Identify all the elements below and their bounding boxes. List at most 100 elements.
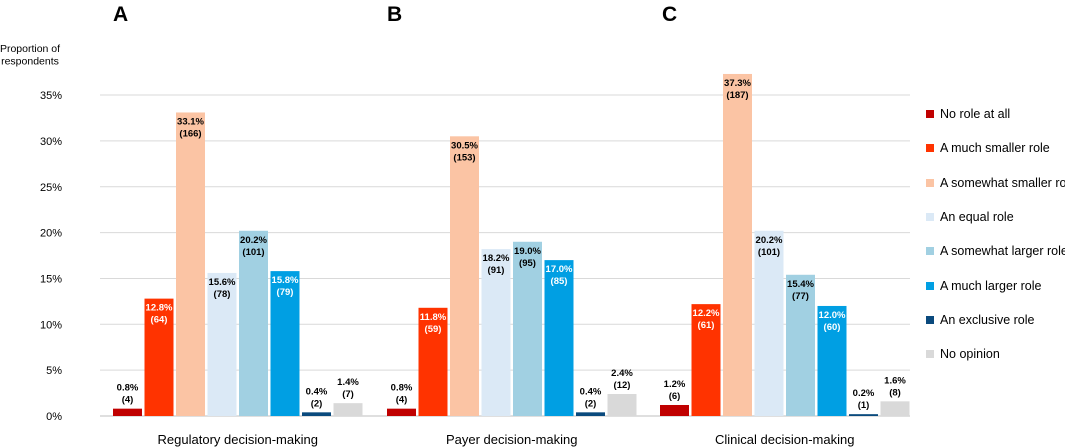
y-axis: 0% 5% 10% 15% 20% 25% 30% 35% Proportion of respo… — [0, 43, 62, 423]
bar — [754, 230, 784, 416]
data-label: 33.1% — [177, 116, 204, 127]
legend-swatch — [926, 281, 934, 290]
chart-panels: A0.8%(4)12.8%(64)33.1%(166)15.6%(78)20.2… — [113, 3, 910, 447]
data-label: 15.8% — [272, 275, 299, 286]
legend-swatch — [926, 213, 934, 222]
data-label: 0.2% — [853, 388, 875, 399]
category-label: Clinical decision-making — [715, 432, 854, 447]
data-label: 0.8% — [391, 383, 413, 394]
legend-swatch — [926, 247, 934, 256]
bar — [481, 249, 511, 416]
data-label: 0.4% — [306, 386, 328, 397]
bar — [387, 408, 416, 416]
data-label-count: (91) — [488, 265, 505, 276]
data-label-count: (78) — [214, 289, 231, 300]
bar — [817, 305, 847, 416]
data-label-count: (85) — [551, 276, 568, 287]
legend-label: No role at all — [940, 107, 1011, 122]
bar — [660, 404, 689, 416]
y-tick-label: 10% — [40, 319, 62, 331]
legend-swatch — [926, 350, 934, 359]
bar — [144, 298, 174, 416]
bar — [113, 408, 142, 416]
data-label: 18.2% — [483, 253, 510, 264]
panel-letter: A — [113, 3, 128, 26]
data-label-count: (187) — [726, 90, 748, 101]
bar — [176, 112, 205, 417]
legend-swatch — [926, 178, 934, 187]
data-label: 12.0% — [819, 310, 846, 321]
data-label: 1.6% — [884, 375, 906, 386]
data-label-count: (7) — [342, 389, 354, 400]
legend: No role at all A much smaller role A som… — [926, 97, 1065, 371]
data-label-count: (77) — [792, 291, 809, 302]
bar — [691, 304, 721, 416]
legend-swatch — [926, 315, 934, 324]
bar — [880, 401, 910, 416]
data-label-count: (1) — [858, 400, 870, 411]
bar — [450, 136, 479, 416]
panel-c: C 1.2%(6) 12.2%(61) 37.3%(187) 20.2%(101) 15.… — [660, 3, 910, 447]
data-label: 20.2% — [240, 235, 267, 246]
bar — [418, 307, 448, 416]
bar — [270, 271, 300, 416]
bar — [333, 403, 363, 416]
bar — [607, 393, 637, 416]
bar — [302, 412, 331, 416]
data-label-count: (166) — [179, 128, 201, 139]
y-tick-label: 5% — [46, 365, 62, 377]
data-label: 30.5% — [451, 140, 478, 151]
legend-label: A somewhat larger role — [940, 244, 1065, 259]
data-label-count: (2) — [585, 398, 597, 409]
data-label-count: (101) — [758, 247, 780, 258]
legend-label: A much larger role — [940, 278, 1042, 293]
panel-b: B 0.8%(4) 11.8%(59) 30.5%(153) 18.2%(91) 19.0… — [387, 3, 637, 447]
y-tick-label: 20% — [40, 228, 62, 240]
legend-swatch — [926, 144, 934, 153]
y-tick-label: 25% — [40, 182, 62, 194]
panel-letter: B — [387, 3, 402, 26]
y-axis-title: Proportion of respondents — [0, 43, 60, 68]
data-label-count: (95) — [519, 258, 536, 269]
data-label: 20.2% — [756, 235, 783, 246]
category-label: Regulatory decision-making — [158, 432, 318, 447]
data-label-count: (60) — [824, 322, 841, 333]
data-label-count: (59) — [425, 324, 442, 335]
data-label-count: (12) — [614, 380, 631, 391]
y-tick-label: 0% — [46, 411, 62, 423]
data-label: 15.4% — [787, 279, 814, 290]
data-label: 0.8% — [117, 383, 139, 394]
y-tick-label: 30% — [40, 136, 62, 148]
bar — [576, 412, 605, 416]
panel-letter: C — [662, 3, 677, 26]
data-label-count: (64) — [151, 315, 168, 326]
legend-item: No role at all — [926, 97, 1065, 131]
data-label: 11.8% — [420, 312, 447, 323]
legend-item: No opinion — [926, 337, 1065, 371]
legend-label: An exclusive role — [940, 312, 1035, 327]
data-label-count: (4) — [396, 395, 408, 406]
legend-item: A somewhat larger role — [926, 234, 1065, 268]
legend-item: A much larger role — [926, 268, 1065, 302]
data-label-count: (2) — [311, 398, 323, 409]
data-label: 12.2% — [693, 308, 720, 319]
bar — [513, 241, 542, 416]
bar — [723, 73, 752, 417]
data-label: 15.6% — [209, 277, 236, 288]
data-label-count: (101) — [242, 247, 264, 258]
legend-item: A much smaller role — [926, 131, 1065, 165]
legend-label: A much smaller role — [940, 141, 1050, 156]
legend-item: A somewhat smaller role — [926, 166, 1065, 200]
data-label: 1.4% — [337, 377, 359, 388]
data-label-count: (61) — [698, 320, 715, 331]
bar — [544, 260, 574, 416]
legend-label: An equal role — [940, 210, 1014, 225]
bar — [207, 272, 237, 416]
data-label: 37.3% — [724, 78, 751, 89]
bar — [239, 230, 268, 416]
data-label-count: (153) — [453, 152, 475, 163]
y-tick-label: 15% — [40, 273, 62, 285]
legend-swatch — [926, 110, 934, 119]
data-label: 17.0% — [546, 264, 573, 275]
data-label: 19.0% — [514, 246, 541, 257]
